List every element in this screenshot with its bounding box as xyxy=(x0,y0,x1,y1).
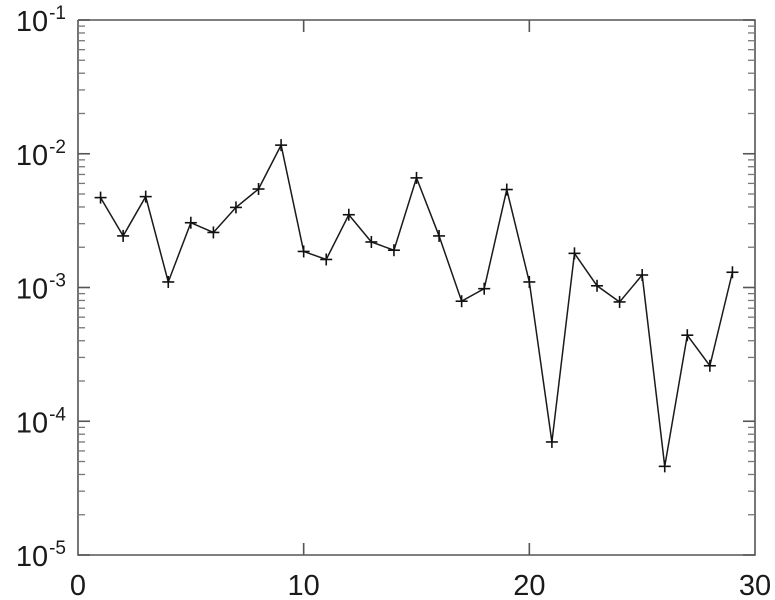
y-tick-label: 10-1 xyxy=(16,3,66,38)
x-axis-tick-labels: 0 10 20 30 xyxy=(70,570,771,600)
x-axis-ticks xyxy=(302,20,531,555)
y-tick-label: 10-2 xyxy=(16,137,66,172)
plot-border xyxy=(77,19,756,556)
axis-frame xyxy=(77,19,756,556)
y-tick-label: 10-4 xyxy=(16,404,67,439)
y-tick-label-exponent: -3 xyxy=(49,271,66,292)
x-tick-label: 0 xyxy=(70,570,86,600)
x-tick-label: 30 xyxy=(739,570,771,600)
data-markers xyxy=(94,139,739,473)
y-tick-label: 10-3 xyxy=(16,271,66,306)
data-series-line xyxy=(99,142,734,467)
y-axis-tick-labels: 10-1 10-2 10-3 10-4 10-5 xyxy=(16,3,67,573)
y-axis-ticks xyxy=(78,19,755,556)
y-tick-label-exponent: -1 xyxy=(49,3,66,24)
y-tick-label-exponent: -4 xyxy=(49,404,66,425)
x-tick-label: 20 xyxy=(513,570,545,600)
y-tick-label-exponent: -5 xyxy=(49,538,66,559)
y-tick-label-exponent: -2 xyxy=(49,137,66,158)
y-tick-label: 10-5 xyxy=(16,538,66,573)
x-tick-label: 10 xyxy=(288,570,320,600)
